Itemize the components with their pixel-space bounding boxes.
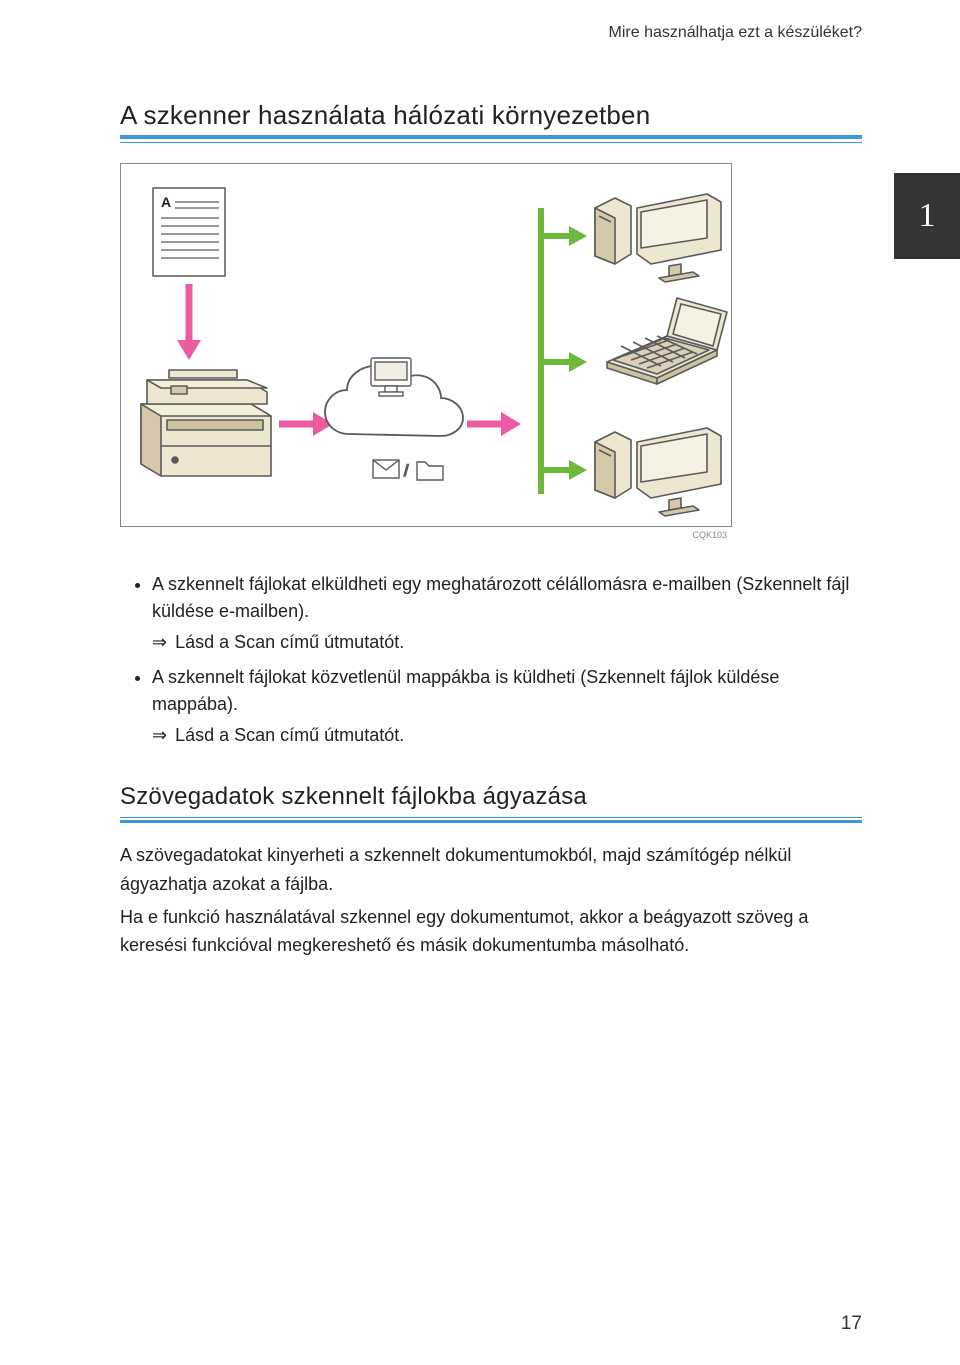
rule: [120, 820, 862, 823]
laptop-icon: [607, 298, 727, 384]
chapter-number-tab: 1: [894, 173, 960, 259]
see-reference: Lásd a Scan című útmutatót.: [152, 629, 862, 656]
svg-text:/: /: [404, 463, 409, 480]
bullet-item: A szkennelt fájlokat elküldheti egy megh…: [152, 571, 862, 656]
diagram-reference-code: CQK103: [692, 530, 727, 540]
page-number: 17: [841, 1313, 862, 1335]
body-paragraph: Ha e funkció használatával szkennel egy …: [120, 903, 862, 961]
document-icon: A: [153, 188, 225, 276]
arrow-pink-icon: [467, 412, 521, 436]
network-bus-icon: [541, 208, 587, 494]
body-paragraph: A szövegadatokat kinyerheti a szkennelt …: [120, 841, 862, 899]
rule: [120, 135, 862, 139]
arrow-pink-icon: [177, 284, 201, 360]
rule: [120, 817, 862, 818]
section-title-embed-text: Szövegadatok szkennelt fájlokba ágyazása: [120, 783, 862, 811]
rule: [120, 142, 862, 143]
bullet-item: A szkennelt fájlokat közvetlenül mappákb…: [152, 664, 862, 749]
printer-icon: [141, 370, 271, 476]
mail-folder-icon: /: [373, 460, 443, 480]
network-scan-diagram: A: [120, 163, 732, 527]
see-reference: Lásd a Scan című útmutatót.: [152, 722, 862, 749]
running-header: Mire használhatja ezt a készüléket?: [120, 0, 862, 42]
desktop-pc-icon: [595, 428, 721, 516]
bullet-text: A szkennelt fájlokat elküldheti egy megh…: [152, 574, 849, 621]
desktop-pc-icon: [595, 194, 721, 282]
bullet-text: A szkennelt fájlokat közvetlenül mappákb…: [152, 667, 779, 714]
svg-text:A: A: [161, 194, 171, 210]
section-title-scanner-network: A szkenner használata hálózati környezet…: [120, 100, 862, 131]
